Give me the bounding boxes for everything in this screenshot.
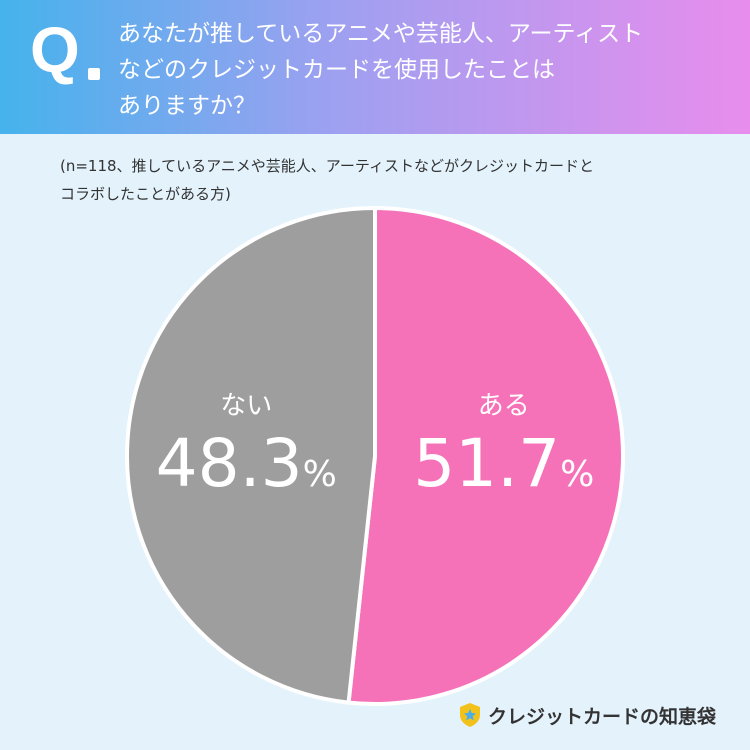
brand-logo: クレジットカードの知恵袋 <box>458 700 716 730</box>
pie-slice-1 <box>124 206 377 705</box>
slice-label: ある <box>478 391 530 421</box>
note-line: コラボしたことがある方) <box>60 185 231 203</box>
pie-slice-0 <box>346 206 625 706</box>
note-line: (n=118、推しているアニメや芸能人、アーティストなどがクレジットカードと <box>60 157 595 175</box>
slice-label: ない <box>220 391 272 421</box>
brand-name: クレジットカードの知恵袋 <box>488 705 717 728</box>
question-text: あなたが推しているアニメや芸能人、アーティスト などのクレジットカードを使用した… <box>118 16 738 124</box>
q-dot <box>88 68 100 80</box>
slice-value-label: 51.7% <box>413 425 594 502</box>
shield-star-icon <box>460 703 480 727</box>
question-line: などのクレジットカードを使用したことは <box>118 57 555 83</box>
sample-note: (n=118、推しているアニメや芸能人、アーティストなどがクレジットカードと コ… <box>60 152 720 208</box>
q-label: Q <box>30 14 80 86</box>
question-line: ありますか？ <box>118 93 256 119</box>
header-banner: Q あなたが推しているアニメや芸能人、アーティスト などのクレジットカードを使用… <box>0 0 750 134</box>
question-line: あなたが推しているアニメや芸能人、アーティスト <box>118 21 644 47</box>
slice-value-label: 48.3% <box>156 425 337 502</box>
